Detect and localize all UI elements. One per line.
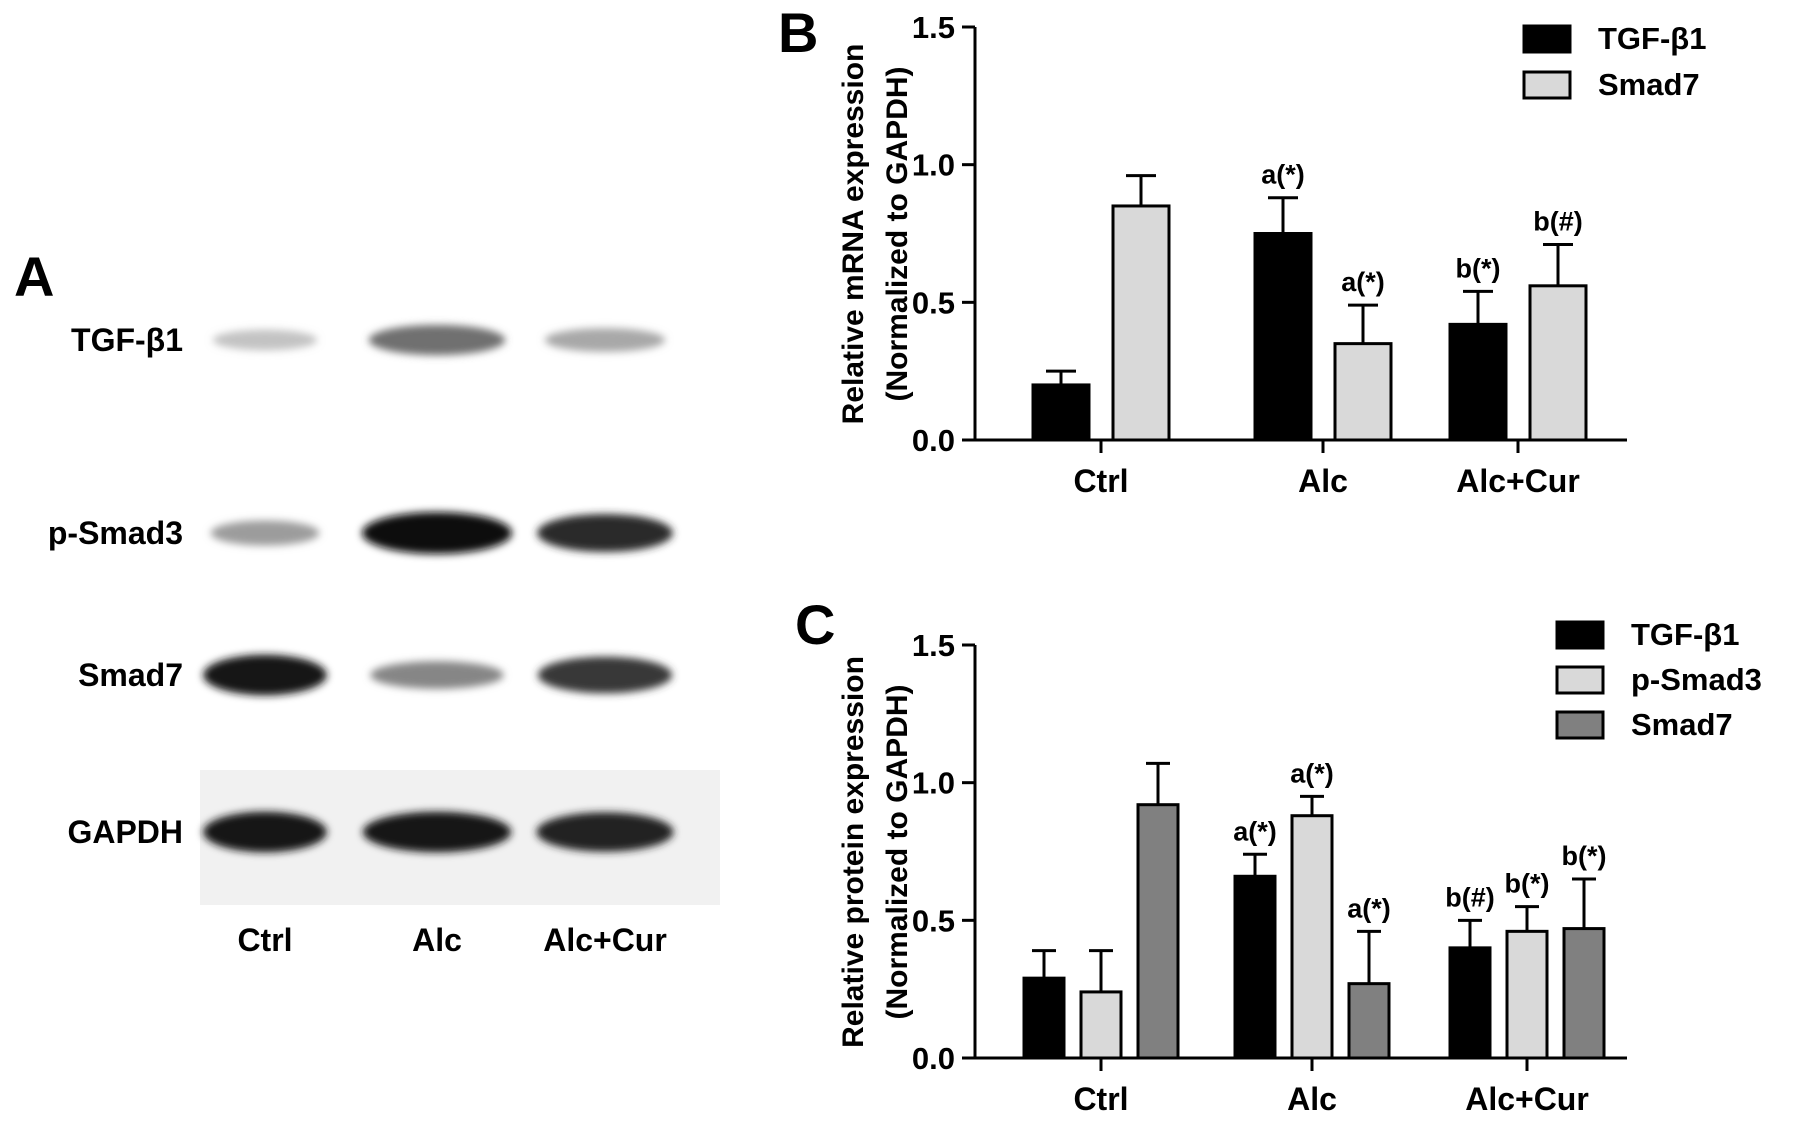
y-tick-label: 0.5	[912, 903, 955, 938]
legend-label-tgf-1: TGF-β1	[1631, 617, 1739, 652]
y-axis-title: Relative mRNA expression	[837, 44, 870, 425]
bar-tgf-1-ctrl	[1022, 976, 1066, 1060]
x-tick-label-ctrl: Ctrl	[1073, 1081, 1128, 1117]
y-tick-label: 0.0	[912, 423, 955, 458]
y-axis-title: Relative protein expression	[837, 656, 870, 1048]
y-tick-label: 0.5	[912, 285, 955, 320]
band-gapdh-alc-cur	[536, 812, 674, 852]
bar-p-smad3-alc	[1290, 814, 1334, 1060]
band-p-smad3-alc	[362, 512, 512, 554]
bar-p-smad3-alc-cur	[1505, 929, 1549, 1060]
blot-lane-label-alc-cur: Alc+Cur	[543, 922, 667, 958]
x-tick-label-alc: Alc	[1287, 1081, 1337, 1117]
legend-swatch-smad7	[1522, 70, 1572, 100]
x-tick-label-alc: Alc	[1298, 463, 1348, 499]
x-tick-label-alc-cur: Alc+Cur	[1456, 463, 1580, 499]
legend-swatch-tgf-1	[1522, 24, 1572, 54]
band-p-smad3-ctrl	[210, 520, 320, 546]
blot-label-p-smad3: p-Smad3	[48, 515, 183, 551]
band-gapdh-ctrl	[203, 811, 327, 853]
significance-label-smad7-alc-cur: b(#)	[1533, 207, 1583, 237]
bar-smad7-alc	[1347, 982, 1391, 1060]
significance-label-tgf-1-alc: a(*)	[1233, 816, 1277, 846]
panel-letter-a: A	[14, 245, 54, 308]
band-tgf-1-alc-cur	[544, 328, 666, 352]
significance-label-p-smad3-alc-cur: b(*)	[1505, 869, 1550, 899]
y-tick-label: 1.0	[912, 148, 955, 183]
bar-smad7-alc-cur	[1528, 284, 1588, 442]
significance-label-tgf-1-alc: a(*)	[1261, 160, 1305, 190]
bar-smad7-ctrl	[1136, 803, 1180, 1060]
legend-label-smad7: Smad7	[1598, 67, 1700, 102]
legend-label-p-smad3: p-Smad3	[1631, 662, 1762, 697]
significance-label-p-smad3-alc: a(*)	[1290, 758, 1334, 788]
band-smad7-alc	[370, 661, 504, 689]
blot-label-tgf-1: TGF-β1	[71, 322, 183, 358]
y-axis-subtitle: (Normalized to GAPDH)	[881, 66, 914, 401]
significance-label-tgf-1-alc-cur: b(*)	[1456, 253, 1501, 283]
panel-letter-b: B	[778, 1, 818, 64]
band-smad7-alc-cur	[537, 656, 673, 694]
bar-p-smad3-ctrl	[1079, 990, 1123, 1060]
bar-tgf-1-alc-cur	[1448, 322, 1508, 442]
panel-b-mrna-chart: B 0.0 0.5 1.0 1.5 Relative mRNA expression (N…	[778, 1, 1706, 499]
significance-label-smad7-alc-cur: b(*)	[1562, 841, 1607, 871]
band-tgf-1-ctrl	[212, 329, 318, 351]
legend-swatch-p-smad3	[1555, 665, 1605, 695]
legend-label-smad7: Smad7	[1631, 707, 1733, 742]
blot-lane-label-alc: Alc	[412, 922, 462, 958]
blot-label-smad7: Smad7	[78, 657, 183, 693]
panel-letter-c: C	[795, 593, 835, 656]
y-tick-label: 0.0	[912, 1041, 955, 1076]
x-tick-label-alc-cur: Alc+Cur	[1465, 1081, 1589, 1117]
y-axis-subtitle: (Normalized to GAPDH)	[881, 684, 914, 1019]
blot-lane-label-ctrl: Ctrl	[237, 922, 292, 958]
band-gapdh-alc	[362, 811, 512, 853]
blot-label-gapdh: GAPDH	[67, 814, 183, 850]
significance-label-smad7-alc: a(*)	[1341, 267, 1385, 297]
legend-swatch-tgf-1	[1555, 620, 1605, 650]
y-tick-label: 1.5	[912, 628, 955, 663]
y-tick-label: 1.5	[912, 10, 955, 45]
bar-smad7-alc	[1333, 342, 1393, 442]
panel-a-western-blot: A TGF-β1 p-Smad3 Smad7 GAPDH Ctrl Alc Alc+Cur	[14, 245, 720, 958]
bar-tgf-1-alc	[1233, 874, 1277, 1060]
bar-smad7-alc-cur	[1562, 927, 1606, 1060]
legend-label-tgf-1: TGF-β1	[1598, 21, 1706, 56]
bar-tgf-1-alc-cur	[1448, 946, 1492, 1060]
panel-c-protein-chart: C 0.0 0.5 1.0 1.5 Relative protein expressio…	[795, 593, 1762, 1117]
significance-label-smad7-alc: a(*)	[1347, 893, 1391, 923]
bar-tgf-1-ctrl	[1031, 383, 1091, 442]
band-p-smad3-alc-cur	[537, 513, 673, 553]
x-tick-label-ctrl: Ctrl	[1073, 463, 1128, 499]
bar-smad7-ctrl	[1111, 204, 1171, 442]
bar-tgf-1-alc	[1253, 232, 1313, 442]
legend-swatch-smad7	[1555, 710, 1605, 740]
band-tgf-1-alc	[368, 324, 506, 356]
y-tick-label: 1.0	[912, 766, 955, 801]
significance-label-tgf-1-alc-cur: b(#)	[1445, 882, 1495, 912]
band-smad7-ctrl	[203, 654, 327, 696]
